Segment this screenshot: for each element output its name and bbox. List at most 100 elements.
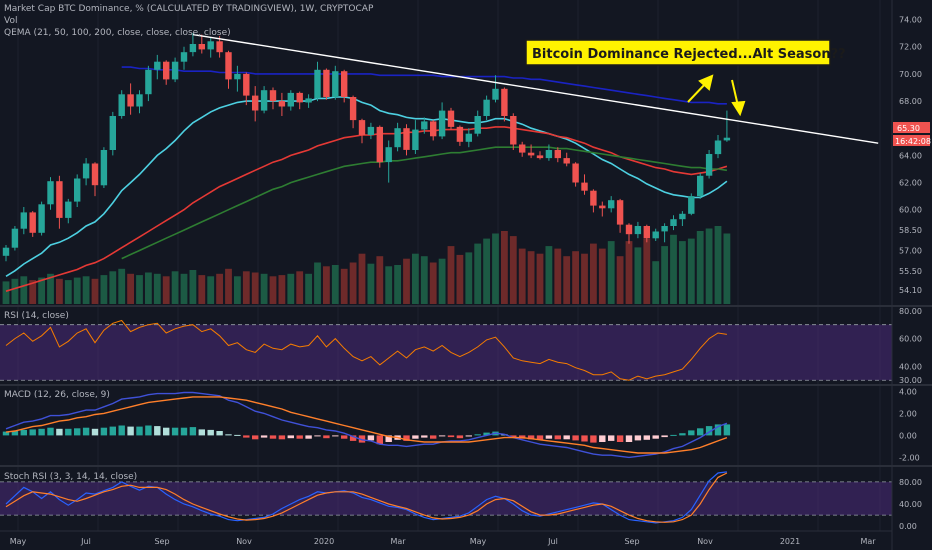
volume-bar [670, 234, 677, 304]
macd-histogram-bar [438, 435, 446, 437]
candle-body [296, 92, 303, 103]
candle-body [91, 163, 99, 186]
volume-bar [314, 262, 321, 304]
candle-body [625, 224, 633, 235]
price-axis-label: 40.00 [899, 362, 922, 371]
candle-body [100, 150, 108, 186]
volume-bar [607, 241, 615, 304]
time-axis-label: Nov [236, 537, 252, 546]
macd-histogram-bar [563, 435, 570, 440]
qema-line [121, 66, 727, 105]
annotation-callout[interactable]: Bitcoin Dominance Rejected...Alt Season?… [525, 39, 846, 66]
price-axis-label: 0.00 [899, 431, 917, 440]
price-axis-label: 64.00 [899, 151, 922, 160]
macd-histogram-bar [545, 435, 553, 439]
annotation-box [525, 39, 831, 66]
candle-body [714, 140, 722, 155]
volume-bar [527, 251, 535, 304]
candle-body [545, 150, 553, 159]
qema-legend[interactable]: QEMA (21, 50, 100, 200, close, close, cl… [4, 28, 231, 38]
price-axis-label: 70.00 [899, 70, 922, 79]
price-candles[interactable] [2, 33, 731, 262]
volume-bar [536, 253, 544, 304]
price-axis-label: 80.00 [899, 307, 922, 316]
candle-body [278, 101, 286, 107]
macd-histogram-bar [572, 435, 579, 441]
candle-body [421, 121, 428, 130]
candle-body [358, 120, 366, 135]
volume-bar [581, 253, 588, 304]
time-axis[interactable]: May Jul Sep Nov 2020 Mar May Jul Sep Nov 2021 Mar [10, 537, 877, 546]
qema-lines [5, 66, 728, 292]
volume-bar [251, 272, 259, 304]
price-axis-label: 80.00 [899, 478, 922, 487]
candle-body [572, 163, 579, 183]
volume-bar [296, 271, 304, 304]
candle-body [643, 226, 650, 239]
candle-body [536, 155, 544, 159]
stoch-rsi-legend[interactable]: Stoch RSI (3, 3, 14, 14, close) [4, 472, 137, 482]
macd-histogram-bar [234, 434, 241, 436]
candle-body [29, 212, 36, 233]
trendline[interactable] [192, 33, 879, 144]
macd-histogram-bar [180, 427, 188, 436]
macd-histogram-bar [65, 428, 72, 436]
macd-histogram-bar [56, 428, 63, 436]
time-axis-label: May [470, 537, 487, 546]
macd-histogram-bar [385, 435, 392, 442]
rsi-pane [0, 319, 892, 381]
macd-histogram-bar [11, 431, 19, 436]
candle-body [163, 61, 170, 80]
stoch-d-line [5, 472, 728, 523]
time-axis-label: Sep [154, 537, 169, 546]
rsi-legend[interactable]: RSI (14, close) [4, 311, 69, 321]
bar-countdown-text: 16:42:08 [895, 137, 931, 146]
time-axis-label: Sep [624, 537, 639, 546]
candle-body [305, 98, 312, 103]
macd-histogram-bar [74, 428, 81, 436]
volume-bar [483, 238, 490, 304]
candle-body [652, 231, 659, 239]
volume-bar [29, 280, 37, 304]
time-axis-label: May [10, 537, 27, 546]
candle-body [136, 94, 143, 107]
macd-histogram-bar [634, 435, 642, 441]
candle-body [599, 205, 606, 209]
macd-histogram-bar [91, 428, 99, 436]
macd-histogram-bar [163, 427, 170, 436]
qema-line [121, 146, 728, 260]
arrow-up-head [698, 74, 714, 91]
volume-legend[interactable]: Vol [4, 16, 17, 26]
stoch-band [0, 481, 892, 516]
volume-bar [64, 280, 72, 304]
volume-bar [385, 266, 393, 304]
volume-bar [474, 243, 482, 304]
candle-body [314, 69, 321, 99]
time-axis-label: Jul [80, 537, 91, 546]
candle-body [554, 150, 561, 159]
price-axis-label: 2.00 [899, 409, 917, 418]
candle-body [492, 88, 499, 100]
macd-histogram-bar [367, 435, 375, 441]
candle-body [447, 110, 455, 127]
macd-histogram-bar [314, 435, 321, 437]
volume-bar [447, 246, 455, 304]
macd-histogram-bar [269, 435, 277, 439]
trendline-line [192, 33, 879, 144]
chart-title[interactable]: Market Cap BTC Dominance, % (CALCULATED … [4, 4, 374, 14]
volume-bar [56, 278, 63, 304]
candle-body [38, 204, 45, 233]
macd-histogram-bar [207, 429, 214, 436]
macd-legend[interactable]: MACD (12, 26, close, 9) [4, 390, 110, 400]
time-axis-label: Mar [390, 537, 406, 546]
macd-histogram-bar [688, 430, 695, 436]
candle-body [180, 52, 188, 62]
volume-bar [634, 247, 642, 304]
candle-body [269, 90, 277, 102]
macd-histogram-bar [376, 435, 383, 445]
price-axis[interactable]: 74.0072.0070.0068.0066.0064.0062.0060.00… [899, 16, 922, 532]
candle-body [705, 154, 713, 176]
candle-body [465, 133, 472, 142]
candle-body [171, 61, 179, 80]
